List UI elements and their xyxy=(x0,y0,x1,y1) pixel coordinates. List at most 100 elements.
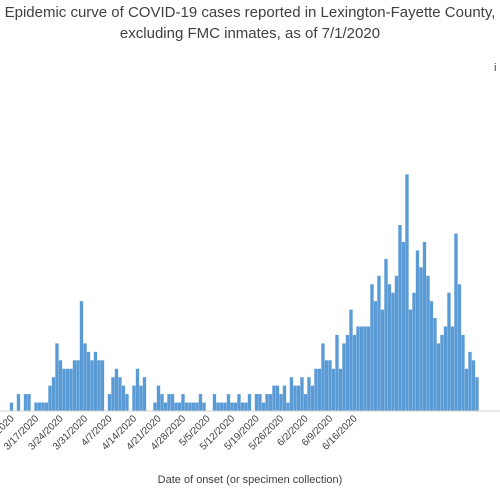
bar xyxy=(240,402,245,411)
bar xyxy=(475,377,479,411)
bar xyxy=(76,360,80,411)
bar xyxy=(464,368,469,411)
bar xyxy=(72,360,77,411)
bar xyxy=(237,394,241,411)
chart-title-line-1: Epidemic curve of COVID-19 cases reporte… xyxy=(4,4,496,21)
bar xyxy=(37,402,42,411)
bar xyxy=(156,385,161,411)
bar xyxy=(310,385,315,411)
bar xyxy=(447,292,451,411)
bar xyxy=(125,394,129,411)
bar xyxy=(328,360,332,411)
bar xyxy=(170,394,175,411)
bar xyxy=(405,174,409,411)
bar xyxy=(331,368,336,411)
bar xyxy=(335,334,339,411)
bar xyxy=(184,402,189,411)
bar xyxy=(212,394,217,411)
bar xyxy=(244,402,248,411)
bar xyxy=(443,326,448,411)
bar xyxy=(198,394,203,411)
bar xyxy=(366,326,371,411)
bar xyxy=(419,267,423,411)
bar xyxy=(9,402,14,411)
bar xyxy=(153,402,157,411)
bar xyxy=(317,368,322,411)
bar xyxy=(188,402,192,411)
bar xyxy=(258,394,262,411)
bar xyxy=(454,233,458,411)
bar xyxy=(303,394,308,411)
bar xyxy=(167,394,171,411)
bar xyxy=(377,275,381,411)
bar xyxy=(121,385,126,411)
bar xyxy=(338,368,343,411)
chart-title: Epidemic curve of COVID-19 cases reporte… xyxy=(0,2,500,44)
bar xyxy=(321,343,325,411)
bar xyxy=(307,377,311,411)
bar xyxy=(450,326,455,411)
bar xyxy=(139,385,143,411)
bar xyxy=(391,292,395,411)
bar xyxy=(23,394,28,411)
bar xyxy=(468,351,472,411)
bar xyxy=(135,368,140,411)
bar xyxy=(69,368,73,411)
bar xyxy=(142,377,147,411)
bar xyxy=(223,402,227,411)
bar xyxy=(356,326,360,411)
bar xyxy=(160,394,164,411)
bar xyxy=(433,318,437,411)
bar xyxy=(93,351,98,411)
bar xyxy=(34,402,38,411)
bar xyxy=(247,394,252,411)
bar xyxy=(97,360,101,411)
bar xyxy=(86,351,91,411)
bar xyxy=(426,275,430,411)
bar xyxy=(16,394,21,411)
bar xyxy=(216,402,220,411)
bar xyxy=(132,385,136,411)
bar xyxy=(90,360,94,411)
bar xyxy=(275,385,280,411)
bar xyxy=(111,377,115,411)
bar xyxy=(398,225,402,411)
bar xyxy=(181,394,185,411)
bar xyxy=(314,368,318,411)
bar xyxy=(324,360,329,411)
bar xyxy=(352,334,357,411)
bar xyxy=(191,402,196,411)
bar xyxy=(293,385,297,411)
bar xyxy=(384,258,388,411)
bar xyxy=(282,385,287,411)
bar xyxy=(436,343,441,411)
bar xyxy=(202,402,206,411)
bar xyxy=(65,368,70,411)
bar xyxy=(230,402,234,411)
bar xyxy=(415,250,420,411)
bar xyxy=(219,402,224,411)
bar xyxy=(279,394,283,411)
bar xyxy=(461,334,465,411)
x-tick-labels: 3/10/20203/17/20203/24/20203/31/20204/7/… xyxy=(0,413,360,453)
bar xyxy=(394,275,399,411)
x-axis-title: Date of onset (or specimen collection) xyxy=(157,474,343,486)
bar xyxy=(163,402,168,411)
bar xyxy=(44,402,49,411)
bar xyxy=(226,394,231,411)
bar xyxy=(363,326,367,411)
bar xyxy=(27,394,31,411)
bar xyxy=(300,377,304,411)
bar xyxy=(387,284,392,411)
bar xyxy=(296,385,301,411)
bar xyxy=(289,377,294,411)
bar xyxy=(380,309,385,411)
bar xyxy=(55,343,59,411)
bar xyxy=(471,360,476,411)
bar xyxy=(342,343,346,411)
bar xyxy=(83,343,87,411)
bar xyxy=(268,394,273,411)
bar xyxy=(440,334,444,411)
bar xyxy=(79,301,84,411)
